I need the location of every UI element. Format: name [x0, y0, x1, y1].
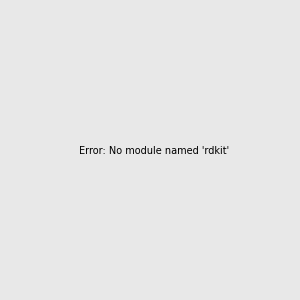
Text: Error: No module named 'rdkit': Error: No module named 'rdkit' [79, 146, 229, 157]
